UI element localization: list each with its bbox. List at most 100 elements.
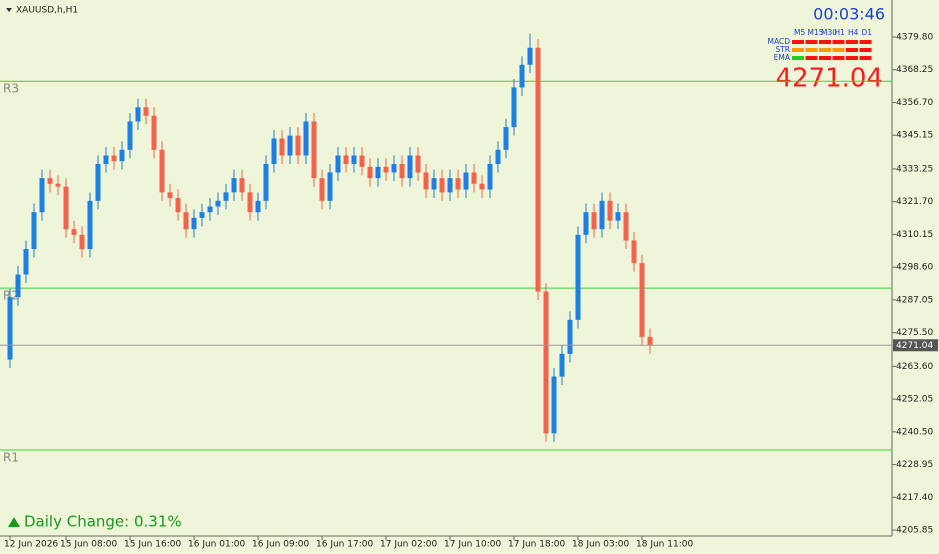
timeframe-label: M15 xyxy=(808,28,824,37)
indicator-cell xyxy=(846,40,858,44)
indicator-cell xyxy=(832,56,845,60)
candle-body xyxy=(287,135,293,156)
indicator-cell xyxy=(805,48,818,52)
y-tick-label: 4310.15 xyxy=(896,230,933,240)
y-tick-label: 4240.50 xyxy=(896,427,933,437)
indicator-label: MACD xyxy=(768,37,791,46)
price-tag xyxy=(893,339,938,352)
x-tick-label: 12 Jun 2026 xyxy=(4,540,58,550)
candle-body xyxy=(119,149,125,162)
candle-body xyxy=(151,115,157,150)
indicator-cell xyxy=(832,40,845,44)
x-tick-label: 15 Jun 08:00 xyxy=(60,540,117,550)
candle-body xyxy=(247,192,253,213)
candle-body xyxy=(591,212,597,230)
candle-body xyxy=(23,249,29,275)
candle-body xyxy=(175,197,181,213)
candle-body xyxy=(551,376,557,434)
price-tag-label: 4271.04 xyxy=(896,341,933,351)
candle-body xyxy=(167,192,173,198)
candle-body xyxy=(143,107,149,116)
candle-body xyxy=(615,212,621,221)
candle-body xyxy=(159,149,165,193)
daily-change: Daily Change: 0.31% xyxy=(24,513,182,531)
candle-body xyxy=(423,172,429,190)
candle-body xyxy=(559,353,565,377)
candle-body xyxy=(63,186,69,230)
candle-body xyxy=(495,149,501,164)
up-arrow xyxy=(8,517,20,527)
candle-body xyxy=(239,178,245,193)
candle-body xyxy=(327,172,333,201)
y-tick-label: 4275.50 xyxy=(896,328,933,338)
candle-body xyxy=(487,163,493,190)
candle-body xyxy=(343,155,349,164)
candle-body xyxy=(583,212,589,235)
timeframe-label: M5 xyxy=(794,28,805,37)
x-tick-label: 16 Jun 09:00 xyxy=(252,540,309,550)
x-tick-label: 17 Jun 10:00 xyxy=(444,540,501,550)
candle-body xyxy=(103,155,109,164)
y-tick-label: 4321.70 xyxy=(896,197,933,207)
candle-body xyxy=(511,87,517,128)
x-tick-label: 17 Jun 18:00 xyxy=(508,540,565,550)
candle-body xyxy=(519,64,525,88)
x-tick-label: 16 Jun 01:00 xyxy=(188,540,245,550)
candle-body xyxy=(199,212,205,218)
indicator-cell xyxy=(792,40,804,44)
pivot-label: R3 xyxy=(3,82,19,96)
indicator-cell xyxy=(805,40,818,44)
indicator-cell xyxy=(792,56,804,60)
y-tick-label: 4263.60 xyxy=(896,362,933,372)
x-tick-label: 18 Jun 11:00 xyxy=(636,540,693,550)
candle-body xyxy=(31,212,37,250)
candle-body xyxy=(183,212,189,230)
candle-body xyxy=(375,166,381,179)
candle-body xyxy=(503,127,509,150)
x-tick-label: 16 Jun 17:00 xyxy=(316,540,373,550)
candle-body xyxy=(383,166,389,173)
candle-body xyxy=(71,229,77,235)
candle-body xyxy=(215,200,221,207)
indicator-cell xyxy=(859,56,872,60)
candle-body xyxy=(527,47,533,65)
x-tick-label: 17 Jun 02:00 xyxy=(380,540,437,550)
candle-body xyxy=(79,234,85,250)
candle-body xyxy=(271,138,277,164)
x-tick-label: 15 Jun 16:00 xyxy=(124,540,181,550)
candle-body xyxy=(111,155,117,162)
y-tick-label: 4217.40 xyxy=(896,493,933,503)
candle-body xyxy=(279,138,285,156)
candle-body xyxy=(231,178,237,193)
candle-body xyxy=(335,155,341,173)
candle-body xyxy=(15,274,21,298)
indicator-cell xyxy=(846,56,858,60)
y-tick-label: 4345.15 xyxy=(896,131,933,141)
indicator-cell xyxy=(819,56,831,60)
candle-body xyxy=(359,155,365,167)
indicator-cell xyxy=(832,48,845,52)
candle-body xyxy=(407,155,413,179)
menu-arrow[interactable] xyxy=(6,8,12,12)
y-tick-label: 4228.95 xyxy=(896,460,933,470)
candle-body xyxy=(455,178,461,190)
candle-body xyxy=(471,172,477,184)
timer: 00:03:46 xyxy=(813,5,885,24)
candle-body xyxy=(543,291,549,434)
candle-body xyxy=(447,178,453,193)
candle-body xyxy=(319,178,325,201)
y-tick-label: 4287.05 xyxy=(896,295,933,305)
candle-body xyxy=(399,163,405,179)
last-price: 4271.04 xyxy=(775,64,883,94)
candle-body xyxy=(311,121,317,179)
y-tick-label: 4252.05 xyxy=(896,395,933,405)
y-tick-label: 4356.70 xyxy=(896,98,933,108)
candle-body xyxy=(439,178,445,193)
candle-body xyxy=(47,178,53,184)
indicator-cell xyxy=(819,48,831,52)
candle-body xyxy=(535,47,541,292)
candle-body xyxy=(367,166,373,179)
